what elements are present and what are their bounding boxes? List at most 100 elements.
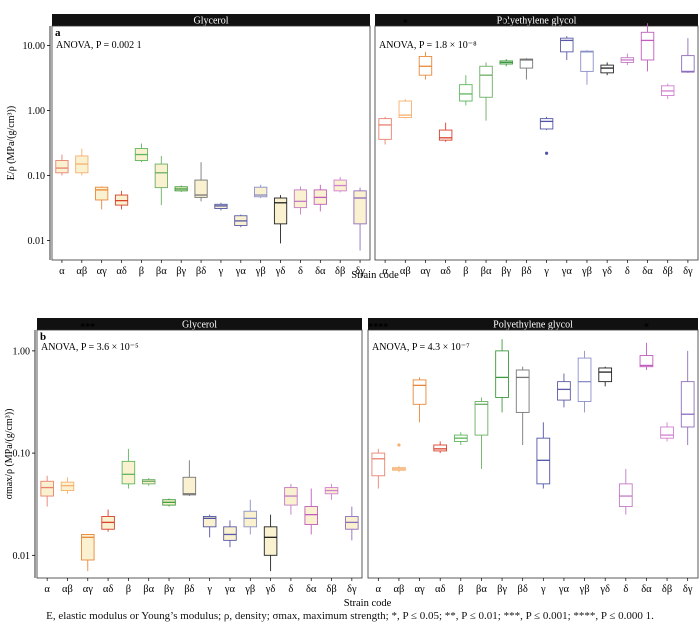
x-tick-label: γδ: [275, 266, 286, 277]
box-δα: δα: [313, 184, 327, 277]
box-αγ: *** αγ: [80, 322, 95, 595]
box-γα: γα: [223, 520, 237, 595]
x-tick-label: δγ: [347, 584, 357, 595]
box-δγ: δγ: [680, 350, 695, 595]
x-tick-label: δ: [298, 266, 303, 277]
box-iqr: [202, 516, 217, 528]
box-βδ: βδ: [182, 460, 197, 595]
box-αδ: αδ: [438, 122, 453, 277]
outlier-point: [397, 443, 401, 447]
box-βγ: ** βγ: [499, 18, 513, 277]
box-iqr: [495, 350, 509, 398]
box-δα: δα: [640, 23, 655, 277]
x-tick-label: δ: [623, 584, 628, 595]
box-iqr: [640, 31, 655, 61]
x-tick-label: αδ: [103, 584, 114, 595]
box-αγ: αγ: [412, 377, 427, 595]
significance-marker: **: [501, 18, 511, 29]
x-tick-label: βα: [476, 584, 487, 595]
box-iqr: [182, 476, 197, 496]
box-α: α: [40, 475, 54, 595]
box-δγ: δγ: [353, 187, 367, 277]
significance-marker: ****: [368, 322, 388, 333]
box-βα: βα: [474, 397, 489, 595]
anova-text: ANOVA, P = 0.002 1: [56, 40, 142, 51]
box-βα: βα: [154, 155, 168, 277]
box-αβ: αβ: [392, 443, 406, 595]
significance-marker: ***: [80, 322, 95, 333]
y-tick-label: 0.01: [28, 236, 46, 247]
facet-strip: [368, 318, 698, 330]
anova-text: ANOVA, P = 4.3 × 10⁻⁷: [372, 342, 470, 353]
facet-strip: [37, 318, 362, 330]
y-tick-label: 0.10: [13, 449, 31, 460]
box-iqr: [459, 84, 473, 102]
box-βγ: βγ: [495, 339, 509, 595]
box-iqr: [618, 483, 633, 507]
box-βδ: βδ: [194, 162, 208, 277]
box-iqr: [557, 381, 571, 401]
x-tick-label: β: [463, 266, 468, 277]
x-tick-label: βα: [481, 266, 492, 277]
box-βγ: βγ: [162, 498, 176, 595]
x-tick-label: δβ: [663, 266, 673, 277]
box-β: β: [459, 75, 473, 277]
x-tick-label: αγ: [97, 266, 108, 277]
box-iqr: [254, 186, 268, 198]
box-αβ: αβ: [60, 477, 75, 595]
box-iqr: [580, 50, 594, 72]
x-tick-label: αβ: [76, 266, 87, 277]
x-tick-label: γα: [561, 266, 573, 277]
box-βα: βα: [479, 62, 493, 277]
box-δ: δ: [620, 53, 635, 277]
y-tick-label: 1.00: [28, 106, 46, 117]
x-tick-label: δα: [306, 584, 317, 595]
box-iqr: [40, 480, 54, 497]
x-tick-label: γ: [218, 266, 224, 277]
box-γα: γα: [234, 214, 248, 277]
box-α: α: [55, 154, 69, 277]
box-iqr: [438, 129, 453, 141]
box-δγ: δγ: [681, 38, 695, 277]
box-δβ: δβ: [661, 83, 675, 277]
facet-title: Glycerol: [194, 16, 229, 27]
x-tick-label: α: [44, 584, 50, 595]
box-iqr: [412, 379, 427, 405]
box-iqr: [60, 481, 75, 492]
x-tick-label: βα: [143, 584, 154, 595]
x-tick-label: α: [59, 266, 65, 277]
x-tick-label: δα: [315, 266, 326, 277]
y-tick-label: 0.01: [13, 551, 31, 562]
box-iqr: [371, 452, 386, 477]
panel-a: 0.01 0.10 1.00 10.00 E/ρ (MPa/(g/cm³)) Strain…: [6, 14, 699, 281]
box-iqr: [194, 179, 208, 198]
box-iqr: [660, 426, 674, 439]
box-iqr: [536, 437, 551, 485]
panel-label: b: [40, 331, 46, 343]
x-tick-label: αβ: [394, 584, 405, 595]
x-tick-label: βγ: [501, 266, 511, 277]
box-βδ: βδ: [519, 58, 534, 277]
x-tick-label: α: [382, 266, 388, 277]
x-tick-label: αδ: [435, 584, 446, 595]
facet-title: Polyethylene glycol: [493, 320, 573, 331]
x-tick-label: γδ: [599, 584, 610, 595]
x-tick-label: γδ: [265, 584, 276, 595]
x-tick-label: γα: [235, 266, 247, 277]
facet-strip: [52, 14, 370, 26]
box-γβ: γβ: [243, 499, 258, 595]
box-γ: γ: [539, 116, 554, 277]
box-γδ: γδ: [600, 62, 614, 277]
x-tick-label: δ: [625, 266, 630, 277]
box-αβ: * αβ: [398, 18, 412, 277]
x-tick-label: δβ: [326, 584, 336, 595]
box-γβ: γβ: [254, 184, 268, 277]
x-tick-label: αβ: [62, 584, 73, 595]
facet-strip: [375, 14, 698, 26]
x-tick-label: γβ: [581, 266, 592, 277]
facet-title: Glycerol: [182, 320, 217, 331]
x-tick-label: β: [458, 584, 463, 595]
plot-area: [367, 329, 699, 579]
